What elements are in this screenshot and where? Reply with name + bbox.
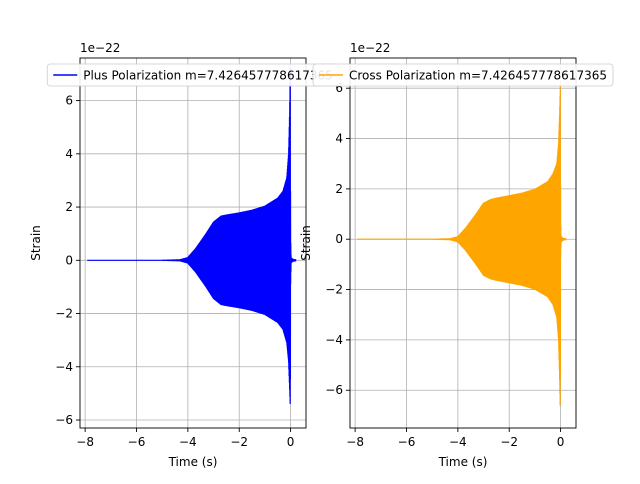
x-axis-label: Time (s) bbox=[438, 455, 488, 469]
y-axis-label: Strain bbox=[29, 225, 43, 261]
y-tick-label: −4 bbox=[55, 360, 73, 374]
x-axis-label: Time (s) bbox=[168, 455, 218, 469]
legend-label: Plus Polarization m=7.426457778617365 bbox=[83, 69, 333, 83]
y-tick-label: 2 bbox=[335, 182, 343, 196]
y-tick-label: 2 bbox=[65, 200, 73, 214]
legend-box bbox=[312, 63, 614, 87]
y-tick-label: 6 bbox=[65, 94, 73, 108]
y-axis-label: Strain bbox=[299, 225, 313, 261]
axes-frame bbox=[79, 57, 307, 429]
y-tick-label: 0 bbox=[65, 253, 73, 267]
y-offset-label: 1e−22 bbox=[350, 41, 390, 55]
x-tick-label: −6 bbox=[398, 435, 416, 449]
y-tick-label: 6 bbox=[335, 81, 343, 95]
axes-frame bbox=[349, 57, 577, 429]
y-tick-label: −6 bbox=[325, 383, 343, 397]
legend-label: Cross Polarization m=7.426457778617365 bbox=[349, 69, 607, 83]
x-tick-label: −2 bbox=[230, 435, 248, 449]
x-tick-label: −8 bbox=[346, 435, 364, 449]
x-tick-label: −2 bbox=[500, 435, 518, 449]
y-tick-label: 4 bbox=[65, 147, 73, 161]
y-tick-label: −2 bbox=[55, 307, 73, 321]
x-tick-label: 0 bbox=[557, 435, 565, 449]
y-tick-label: 4 bbox=[335, 132, 343, 146]
series-trace-1 bbox=[87, 67, 297, 404]
y-tick-label: −4 bbox=[325, 333, 343, 347]
y-tick-label: 0 bbox=[335, 232, 343, 246]
strain-line bbox=[87, 67, 297, 404]
strain-line bbox=[357, 85, 567, 406]
y-tick-label: −6 bbox=[55, 413, 73, 427]
legend-1: Plus Polarization m=7.426457778617365 bbox=[46, 63, 340, 87]
x-tick-label: −4 bbox=[449, 435, 467, 449]
x-tick-label: −6 bbox=[128, 435, 146, 449]
x-tick-label: −8 bbox=[76, 435, 94, 449]
legend-2: Cross Polarization m=7.426457778617365 bbox=[312, 63, 614, 87]
x-tick-label: −4 bbox=[179, 435, 197, 449]
chart-panel-2: −8 −6 −4 −2 0 −6 −4 −2 0 2 4 6 1e−22 Time (s) Strain bbox=[299, 41, 577, 469]
x-tick-label: 0 bbox=[287, 435, 295, 449]
y-tick-label: −2 bbox=[325, 283, 343, 297]
series-trace-2 bbox=[357, 85, 567, 406]
y-offset-label: 1e−22 bbox=[80, 41, 120, 55]
